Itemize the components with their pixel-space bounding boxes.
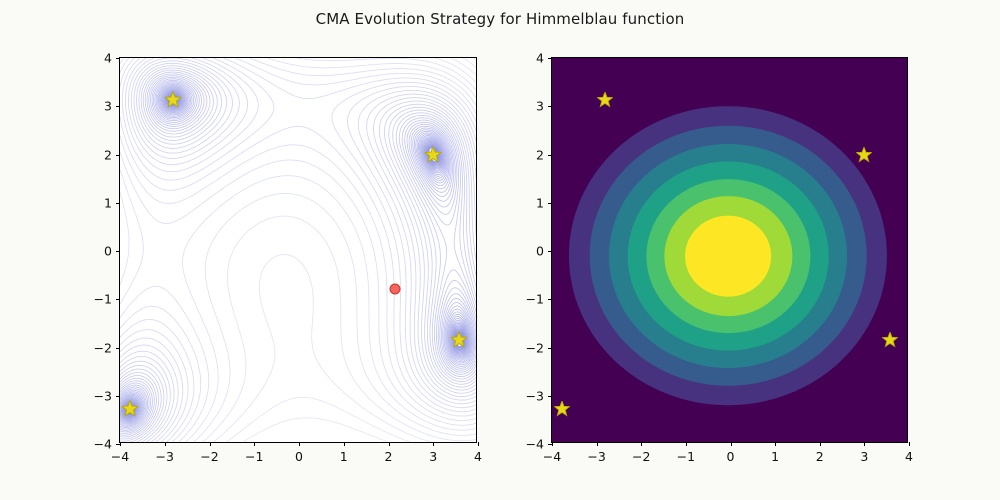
right-xtick	[596, 442, 598, 446]
left-xtick-label: −3	[155, 449, 174, 464]
right-ytick-label: −1	[525, 291, 544, 307]
right-ytick	[548, 58, 552, 59]
left-ytick	[116, 202, 120, 204]
right-xtick-label: 2	[815, 449, 824, 464]
left-ytick-label: 3	[104, 98, 112, 114]
right-xtick	[685, 442, 687, 446]
contour-lines	[120, 58, 476, 442]
right-xtick-label: −1	[676, 449, 696, 464]
right-xtick-label: 3	[860, 449, 869, 464]
right-ytick	[548, 395, 552, 397]
left-ytick-label: 1	[104, 195, 112, 211]
left-xtick-label: −1	[245, 449, 264, 464]
sampling-distribution-axes[interactable]: −4 −3 −2 −1 0 1 2 3 4 −4 −3 −2 −1 0 1 2 3 4	[526, 51, 913, 465]
himmelblau-contour-surface	[120, 58, 476, 442]
left-xtick	[478, 442, 479, 446]
left-ytick-label: −3	[93, 388, 112, 404]
right-xtick	[819, 442, 821, 446]
right-xtick-label: −3	[587, 449, 606, 464]
left-ytick	[116, 444, 120, 445]
right-xtick	[552, 442, 553, 446]
left-minimum-star-marker	[450, 331, 468, 349]
left-xtick-label: 0	[295, 449, 303, 464]
right-xtick-label: 0	[726, 449, 735, 464]
right-xtick	[730, 442, 732, 446]
left-ytick	[116, 106, 120, 108]
left-ytick	[116, 154, 120, 156]
left-ytick	[116, 347, 120, 349]
density-fill-surface	[552, 58, 907, 442]
left-xtick-label: 4	[474, 449, 482, 464]
left-xtick	[254, 442, 256, 446]
left-minimum-star-marker	[164, 91, 182, 108]
right-ytick-label: 3	[536, 98, 544, 114]
right-minimum-star-marker	[856, 146, 873, 163]
left-xtick	[343, 442, 345, 446]
right-xtick-label: 1	[771, 449, 780, 464]
right-xtick	[775, 442, 777, 446]
left-xtick	[299, 442, 300, 446]
right-ytick-label: 0	[536, 243, 544, 259]
left-ytick-label: −4	[93, 436, 112, 452]
right-ytick-label: −4	[525, 436, 544, 452]
right-ytick	[548, 347, 552, 349]
left-xtick-label: 2	[384, 449, 393, 464]
left-xtick	[120, 442, 121, 446]
right-ytick	[548, 202, 552, 204]
left-xtick	[164, 442, 166, 446]
right-ytick	[548, 444, 552, 445]
right-xtick-label: 4	[905, 449, 913, 464]
right-ytick-label: −3	[525, 388, 544, 404]
right-ytick-label: −2	[525, 340, 544, 355]
right-xtick	[909, 442, 910, 446]
left-ytick	[116, 299, 120, 301]
figure-title: CMA Evolution Strategy for Himmelblau fu…	[315, 10, 685, 28]
himmelblau-contour-axes[interactable]: −4 −3 −2 −1 0 1 2 3 4 −4 −3 −2 −1 0 1 2 3 4	[94, 51, 482, 465]
left-xtick-label: −4	[110, 449, 130, 464]
right-ytick-label: 4	[536, 50, 544, 66]
right-minimum-star-marker	[882, 332, 899, 348]
right-ytick-label: 1	[536, 195, 544, 211]
right-minimum-star-marker	[553, 401, 570, 417]
right-xtick-label: −4	[542, 449, 562, 464]
left-ytick-label: −1	[93, 291, 112, 307]
right-xtick	[864, 442, 866, 446]
left-ytick-label: −2	[93, 340, 112, 355]
right-ytick	[548, 154, 552, 156]
left-ytick-label: 0	[104, 243, 112, 259]
left-ytick	[116, 251, 120, 252]
left-xtick	[209, 442, 211, 446]
right-xtick	[641, 442, 643, 446]
right-ytick-label: 2	[536, 147, 544, 162]
left-xtick-label: 1	[339, 449, 348, 464]
right-ytick	[548, 251, 552, 252]
left-ytick	[116, 395, 120, 397]
left-ytick-label: 2	[104, 147, 112, 162]
left-xtick-label: 3	[429, 449, 438, 464]
density-contour-band	[685, 215, 772, 297]
left-xtick-label: −2	[200, 449, 219, 464]
left-xtick	[388, 442, 390, 446]
right-minimum-star-marker	[597, 91, 614, 108]
left-minimum-star-marker	[424, 146, 442, 163]
left-minimum-star-marker	[121, 400, 139, 418]
right-ytick	[548, 299, 552, 301]
left-ytick	[116, 58, 120, 59]
distribution-mean-marker	[389, 283, 401, 295]
left-xtick	[433, 442, 435, 446]
right-xtick-label: −2	[632, 449, 651, 464]
right-ytick	[548, 106, 552, 108]
left-ytick-label: 4	[104, 50, 112, 66]
